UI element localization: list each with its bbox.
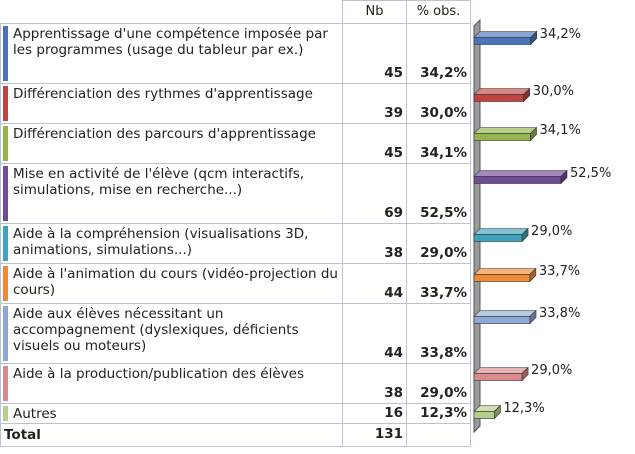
row-label-cell: Aide à l'animation du cours (vidéo-proje… [0, 263, 343, 304]
bar [473, 234, 523, 242]
row-label: Aide aux élèves nécessitant un accompagn… [13, 306, 299, 354]
data-label: 33,8% [539, 306, 580, 321]
table-row: Apprentissage d'une compétence imposée p… [0, 23, 471, 84]
bar-top [473, 31, 538, 38]
bar-end [530, 126, 537, 142]
bar [473, 274, 531, 282]
row-nb: 38 [342, 223, 407, 264]
row-label: Mise en activité de l'élève (qcm interac… [13, 166, 305, 198]
data-label: 30,0% [533, 84, 574, 99]
bar-top [473, 170, 568, 177]
bar-end [529, 267, 537, 283]
row-nb: 44 [342, 263, 407, 304]
data-label: 34,1% [540, 123, 581, 138]
bar [473, 37, 531, 45]
results-table: Nb % obs. Apprentissage d'une compétence… [0, 0, 471, 447]
bar-end [494, 404, 501, 420]
color-swatch [3, 266, 8, 301]
row-label: Autres [13, 406, 57, 422]
bar [473, 176, 562, 184]
row-label-cell: Aide à la compréhension (visualisations … [0, 223, 343, 264]
row-label: Aide à la production/publication des élè… [13, 366, 305, 382]
color-swatch [3, 306, 8, 361]
bar-top [473, 88, 531, 95]
total-pct-empty [406, 423, 471, 447]
row-label: Différenciation des rythmes d'apprentiss… [13, 86, 313, 102]
color-swatch [3, 406, 8, 421]
row-nb: 45 [342, 123, 407, 164]
bar-top [473, 268, 537, 275]
row-pct: 29,0% [406, 223, 471, 264]
total-label: Total [0, 423, 343, 447]
row-label-cell: Mise en activité de l'élève (qcm interac… [0, 163, 343, 224]
table-row: Différenciation des rythmes d'apprentiss… [0, 83, 471, 124]
table-row: Mise en activité de l'élève (qcm interac… [0, 163, 471, 224]
row-label-cell: Apprentissage d'une compétence imposée p… [0, 23, 343, 84]
bar-end [523, 87, 531, 103]
data-label: 29,0% [531, 224, 572, 239]
bar-end [529, 309, 537, 325]
row-pct: 52,5% [406, 163, 471, 224]
data-label: 29,0% [531, 363, 572, 378]
row-pct: 33,7% [406, 263, 471, 304]
row-label: Différenciation des parcours d'apprentis… [13, 126, 316, 142]
bar-top [473, 228, 529, 235]
data-label: 34,2% [540, 27, 581, 42]
total-row: Total 131 [0, 423, 471, 447]
bar-end [560, 169, 568, 185]
data-label: 52,5% [570, 166, 611, 181]
table-row: Différenciation des parcours d'apprentis… [0, 123, 471, 164]
bar [473, 373, 523, 381]
bar-end [521, 366, 529, 382]
row-label-cell: Différenciation des rythmes d'apprentiss… [0, 83, 343, 124]
bar [473, 133, 531, 141]
row-label: Apprentissage d'une compétence imposée p… [13, 26, 328, 58]
axis-wall [473, 18, 481, 434]
bar [473, 411, 495, 419]
total-nb: 131 [342, 423, 407, 447]
row-label-cell: Différenciation des parcours d'apprentis… [0, 123, 343, 164]
bar-top [473, 310, 537, 317]
color-swatch [3, 166, 8, 221]
row-nb: 16 [342, 403, 407, 424]
row-nb: 39 [342, 83, 407, 124]
data-label: 12,3% [503, 401, 544, 416]
bar [473, 316, 531, 324]
table-row: Aide à l'animation du cours (vidéo-proje… [0, 263, 471, 304]
row-pct: 34,2% [406, 23, 471, 84]
row-pct: 34,1% [406, 123, 471, 164]
row-pct: 33,8% [406, 303, 471, 364]
row-label-cell: Aide à la production/publication des élè… [0, 363, 343, 404]
bar-end [530, 30, 537, 46]
bar-top [473, 367, 529, 374]
color-swatch [3, 26, 8, 81]
row-nb: 45 [342, 23, 407, 84]
color-swatch [3, 366, 8, 401]
table-row: Autres 16 12,3% [0, 403, 471, 424]
color-swatch [3, 86, 8, 121]
table-row: Aide à la production/publication des élè… [0, 363, 471, 404]
color-swatch [3, 226, 8, 261]
row-label: Aide à la compréhension (visualisations … [13, 226, 309, 258]
bar [473, 94, 525, 102]
row-label: Aide à l'animation du cours (vidéo-proje… [13, 266, 338, 298]
bar-end [521, 227, 529, 243]
bar-top [473, 127, 538, 134]
row-pct: 29,0% [406, 363, 471, 404]
data-label: 33,7% [539, 264, 580, 279]
table-row: Aide à la compréhension (visualisations … [0, 223, 471, 264]
row-nb: 69 [342, 163, 407, 224]
color-swatch [3, 126, 8, 161]
